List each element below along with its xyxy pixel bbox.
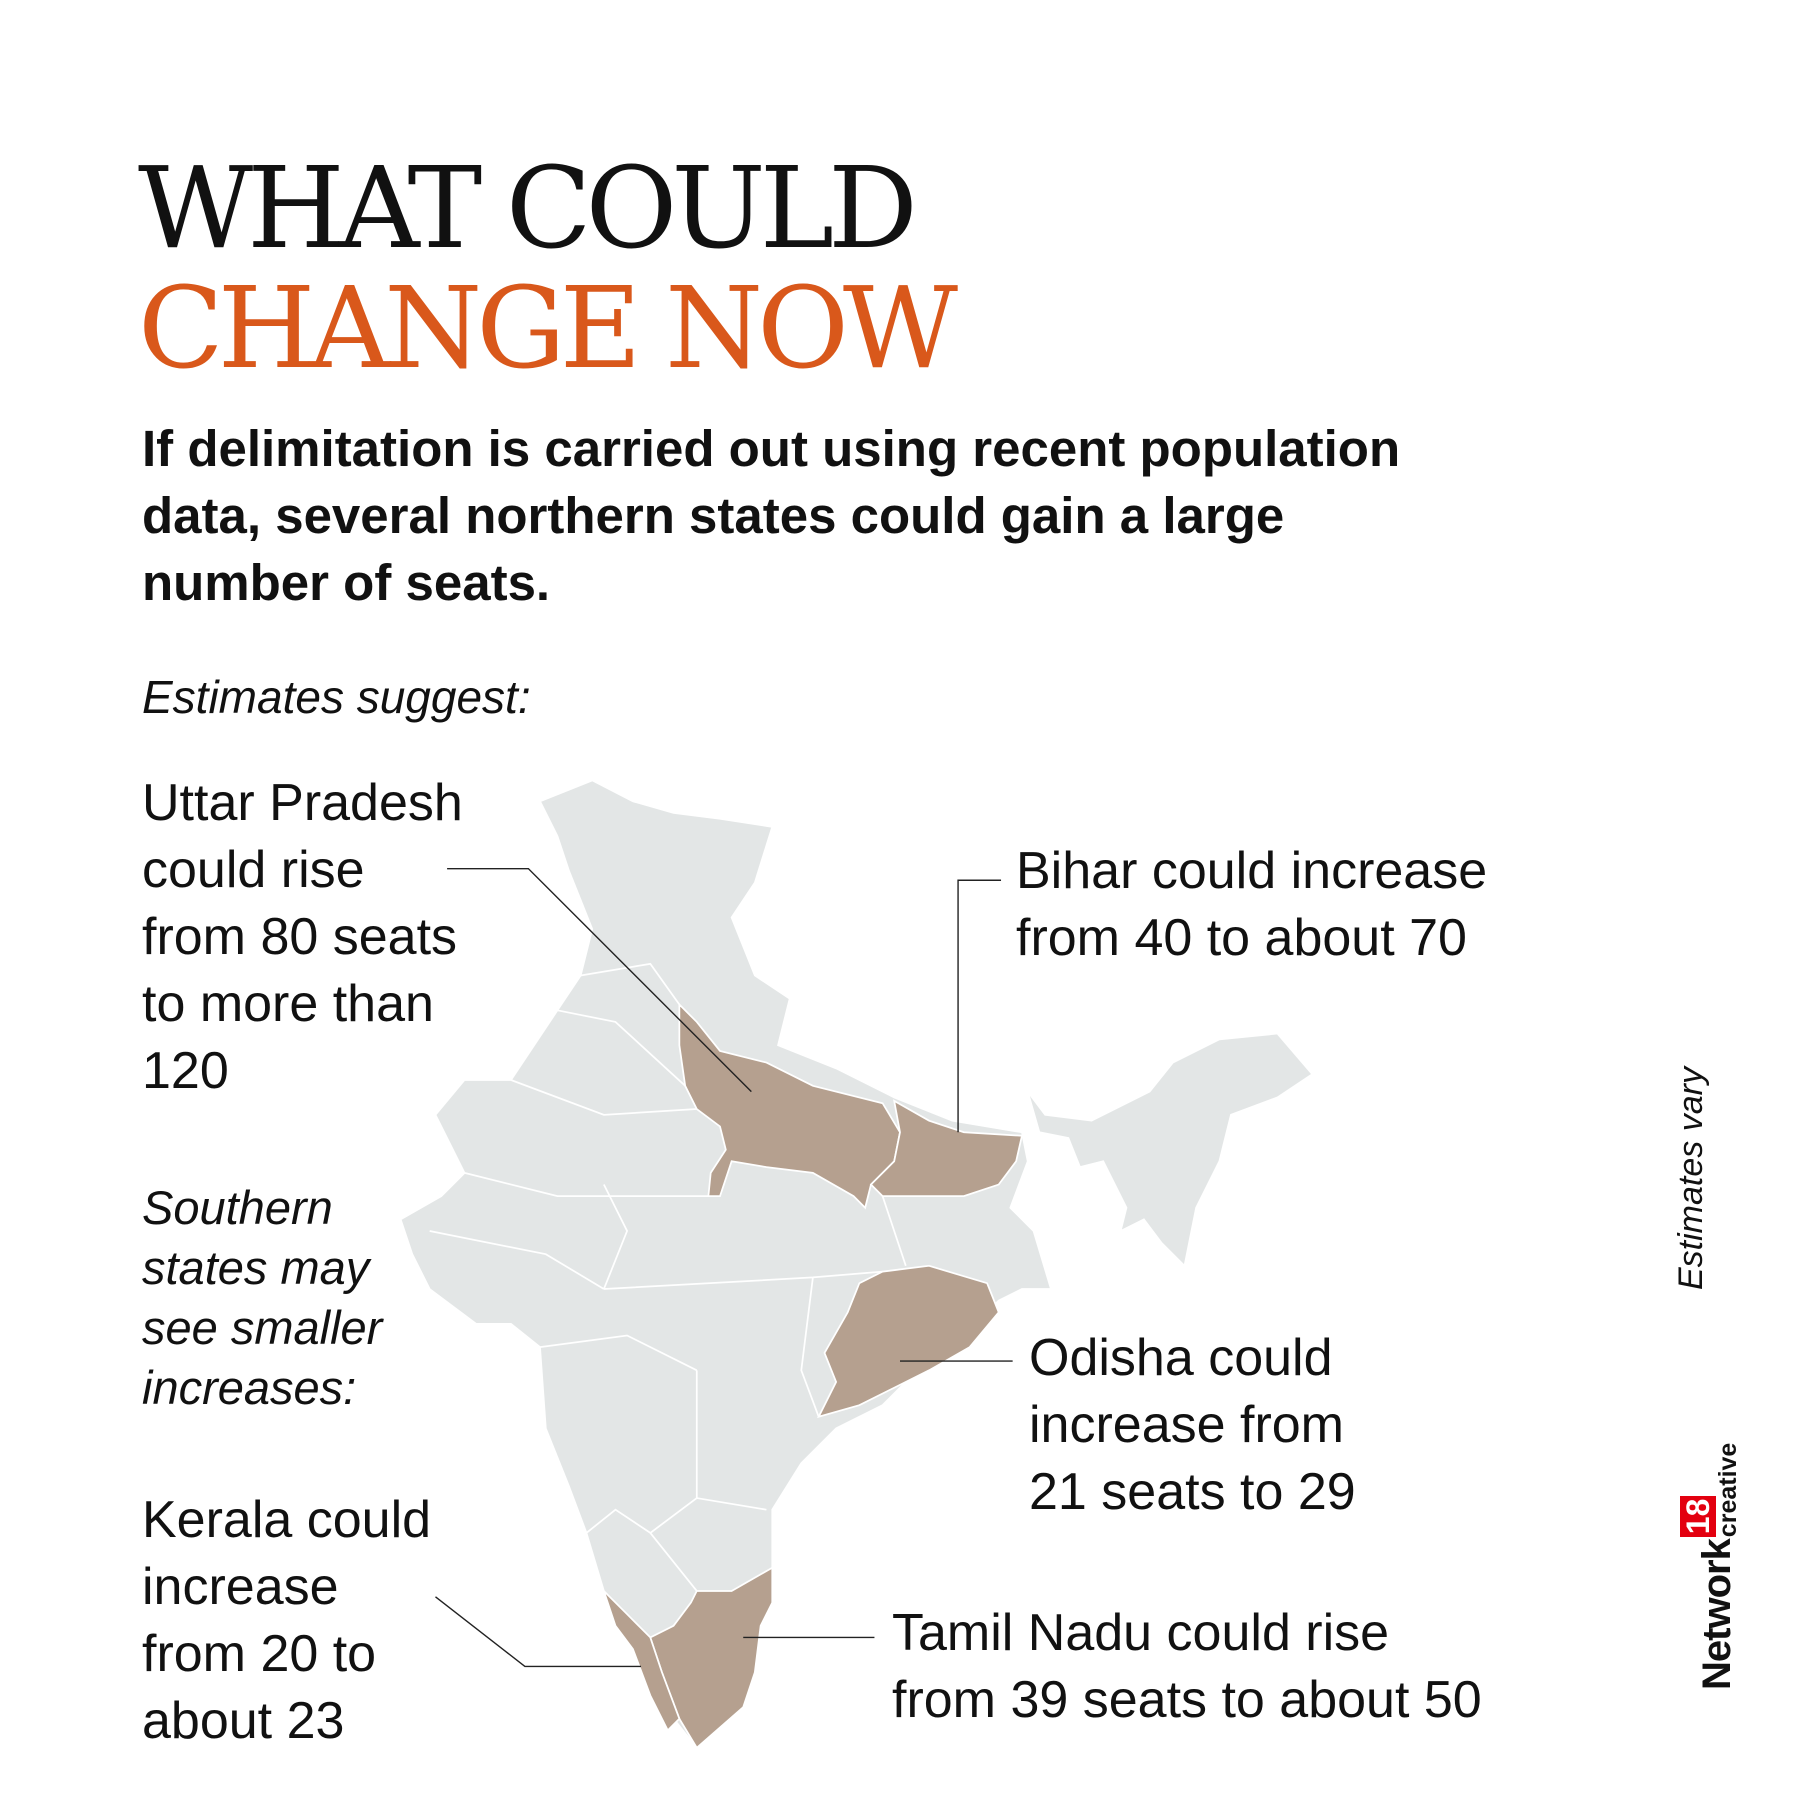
side-note: Estimates vary [1672,1067,1710,1290]
callout-uttar-pradesh: Uttar Pradesh could rise from 80 seats t… [142,774,463,1100]
kerala-region [603,1590,681,1732]
network18-logo: Network 18 creative [1680,1442,1742,1690]
subtitle: If delimitation is carried out using rec… [142,420,1401,611]
leader-line-up [447,867,752,1093]
odisha-region [817,1264,1000,1419]
title-line-1: WHAT COULD [138,144,918,274]
callout-tamil-nadu: Tamil Nadu could rise from 39 seats to a… [892,1604,1482,1729]
intro-text: Estimates suggest: [142,671,531,723]
title-line-2: CHANGE NOW [138,264,958,394]
logo-name: Network [1695,1539,1739,1690]
bihar-region [869,1099,1024,1197]
callout-bihar: Bihar could increase from 40 to about 70 [1016,842,1488,967]
logo-tag: creative [1714,1442,1742,1538]
tamil-nadu-region [649,1566,774,1750]
state-borders [429,962,907,1592]
india-northeast [1026,1032,1314,1268]
uttar-pradesh-region [678,1002,901,1210]
callout-odisha: Odisha could increase from 21 seats to 2… [1029,1329,1356,1521]
leader-line-bihar [957,879,1002,1133]
callout-kerala: Kerala could increase from 20 to about 2… [142,1491,432,1750]
southern-note: Southern states may see smaller increase… [142,1181,383,1414]
leader-line-kerala [435,1596,642,1668]
logo-number: 18 [1680,1495,1716,1538]
